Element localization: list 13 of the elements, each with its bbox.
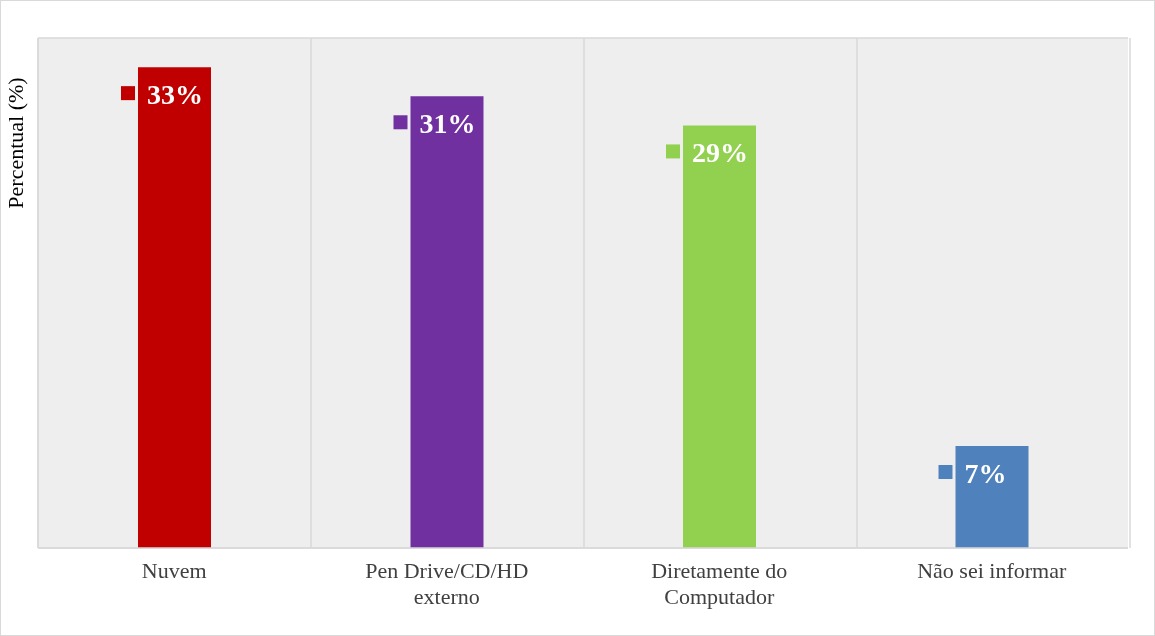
x-tick-label: Diretamente do Computador: [651, 558, 788, 609]
bar: [138, 67, 211, 548]
data-label: 29%: [692, 137, 748, 169]
bar: [955, 446, 1029, 548]
bar: [683, 125, 756, 548]
bar: [410, 96, 484, 548]
y-axis-title: Percentual (%): [2, 77, 28, 209]
x-tick-label: Não sei informar: [917, 558, 1067, 583]
data-label: 33%: [147, 79, 203, 111]
data-label: 31%: [419, 108, 476, 140]
x-tick-label: Pen Drive/CD/HD externo: [365, 558, 529, 609]
data-label: 7%: [964, 458, 1007, 489]
x-tick-label: Nuvem: [141, 558, 207, 583]
